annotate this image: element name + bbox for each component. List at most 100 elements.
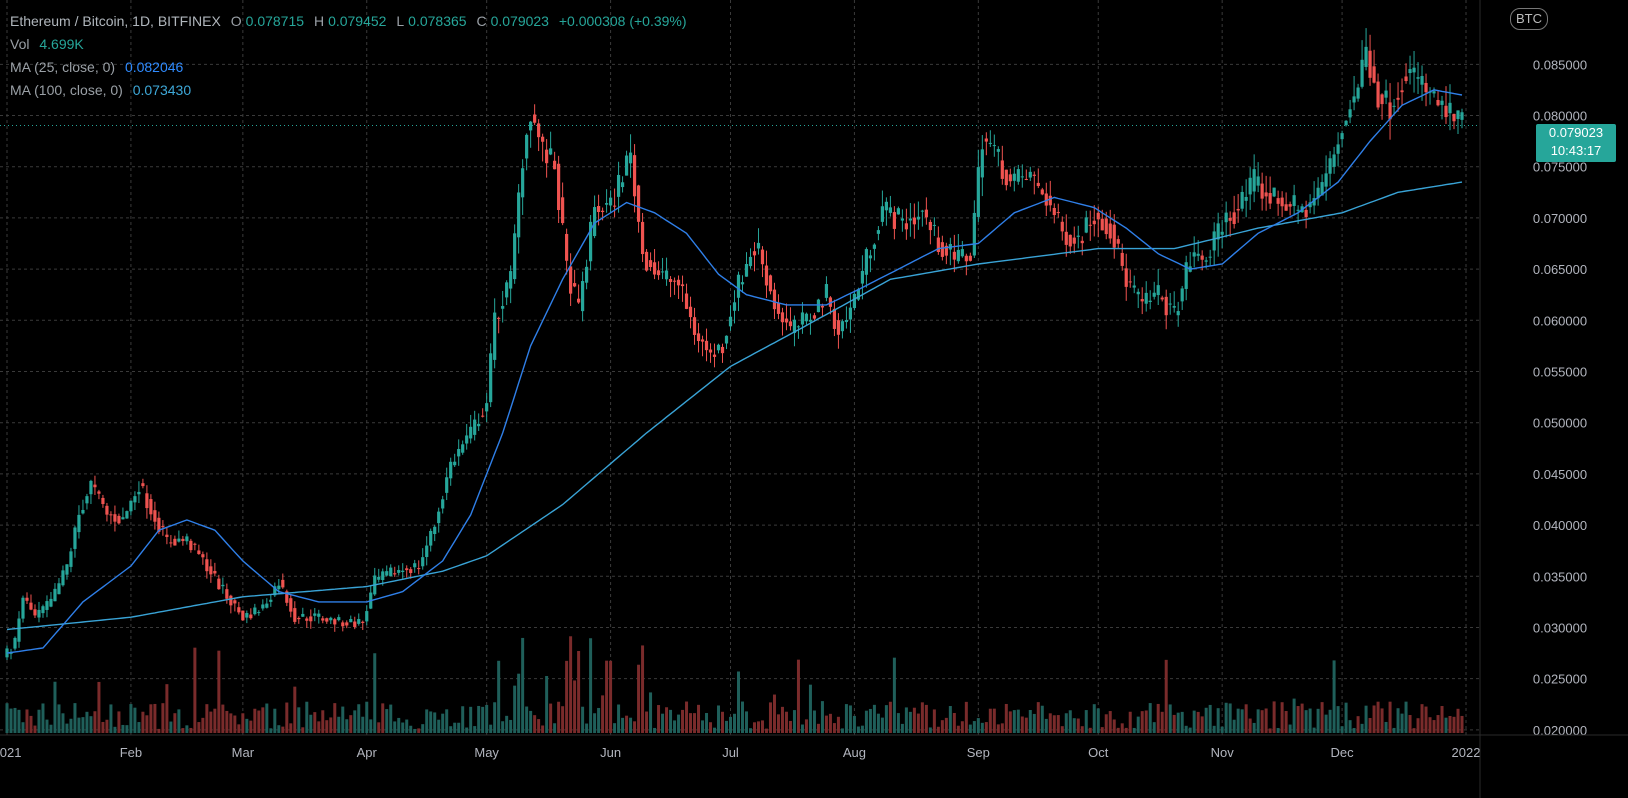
candle-body: [984, 138, 988, 142]
volume-bar: [784, 711, 788, 733]
candle-body: [1076, 235, 1080, 237]
volume-bar: [209, 711, 213, 733]
y-tick-label: 0.035000: [1533, 569, 1587, 584]
x-tick-label: 2022: [1452, 745, 1481, 760]
volume-bar: [1216, 708, 1220, 733]
volume-bar: [1088, 727, 1092, 733]
currency-unit-tag[interactable]: BTC: [1510, 8, 1548, 30]
volume-bar: [1420, 704, 1424, 733]
candle-body: [1436, 99, 1440, 106]
candle-body: [1348, 109, 1352, 118]
volume-bar: [105, 719, 109, 733]
volume-bar: [609, 660, 613, 733]
volume-bar: [57, 704, 61, 733]
volume-bar: [181, 728, 185, 733]
candle-body: [620, 182, 625, 188]
volume-bar: [1328, 709, 1332, 733]
volume-bar: [916, 713, 920, 733]
volume-bar: [553, 723, 557, 733]
volume-bar: [1252, 722, 1256, 733]
volume-bar: [337, 716, 341, 733]
y-tick-label: 0.075000: [1533, 160, 1587, 175]
volume-bar: [1376, 701, 1380, 733]
volume-bar: [1444, 717, 1448, 733]
volume-bar: [313, 712, 317, 733]
candle-body: [708, 349, 713, 353]
candle-body: [305, 618, 309, 621]
volume-bar: [1076, 718, 1080, 733]
volume-bar: [165, 684, 169, 733]
candle-body: [225, 589, 229, 599]
candle-body: [676, 279, 681, 286]
candle-body: [704, 340, 709, 351]
volume-bar: [1124, 727, 1128, 733]
candle-body: [1396, 97, 1400, 100]
volume-bar: [1036, 702, 1040, 733]
candle-body: [592, 207, 597, 237]
candle-body: [1432, 91, 1436, 94]
candle-body: [1336, 144, 1340, 154]
volume-bar: [1360, 723, 1364, 733]
candle-body: [596, 206, 601, 212]
volume-bar: [621, 717, 625, 733]
volume-bar: [693, 713, 697, 733]
candle-body: [796, 326, 801, 328]
volume-bar: [141, 711, 145, 733]
candle-body: [1244, 196, 1248, 201]
candle-body: [1052, 207, 1056, 216]
last-price-value: 0.079023: [1548, 125, 1604, 140]
candle-body: [1056, 212, 1060, 214]
candle-body: [201, 554, 205, 558]
volume-bar: [1196, 711, 1200, 733]
volume-bar: [541, 725, 545, 733]
volume-bar: [161, 703, 165, 733]
candle-body: [848, 307, 853, 320]
volume-bar: [1460, 715, 1464, 733]
volume-bar: [33, 725, 37, 733]
volume-bar: [1284, 711, 1288, 733]
volume-bar: [1084, 710, 1088, 733]
candle-body: [1224, 212, 1228, 223]
volume-bar: [533, 715, 537, 733]
volume-bar: [1000, 723, 1004, 733]
candle-body: [493, 312, 497, 360]
volume-bar: [1440, 706, 1444, 733]
candle-body: [457, 448, 461, 457]
volume-bar: [1408, 715, 1412, 733]
candle-body: [133, 496, 137, 503]
volume-bar: [565, 660, 569, 733]
candle-body: [1356, 87, 1360, 99]
volume-bar: [1064, 713, 1068, 733]
volume-bar: [1324, 714, 1328, 733]
volume-bar: [888, 701, 892, 733]
candle-body: [249, 614, 253, 619]
candle-body: [1276, 198, 1280, 204]
candle-body: [573, 283, 577, 287]
candle-body: [1212, 231, 1216, 251]
candle-body: [604, 203, 609, 205]
candle-body: [1080, 240, 1084, 244]
candle-body: [513, 233, 517, 280]
volume-bar: [629, 717, 633, 733]
candle-body: [481, 415, 485, 417]
x-tick-label: Dec: [1331, 745, 1355, 760]
volume-bar: [361, 716, 365, 733]
volume-bar: [1400, 713, 1404, 733]
candle-body: [1164, 296, 1168, 316]
volume-bar: [856, 726, 860, 733]
volume-bar: [976, 718, 980, 733]
volume-bar: [377, 722, 381, 733]
y-tick-label: 0.020000: [1533, 723, 1587, 738]
candle-body: [740, 282, 745, 285]
volume-bar: [1120, 723, 1124, 733]
volume-bar: [1268, 728, 1272, 733]
volume-bar: [892, 657, 896, 733]
volume-bar: [413, 728, 417, 733]
volume-bar: [868, 708, 872, 733]
candle-body: [1412, 67, 1416, 73]
candle-body: [1232, 212, 1236, 225]
candle-body: [229, 595, 233, 606]
volume-bar: [1112, 719, 1116, 733]
candle-body: [1172, 306, 1176, 308]
